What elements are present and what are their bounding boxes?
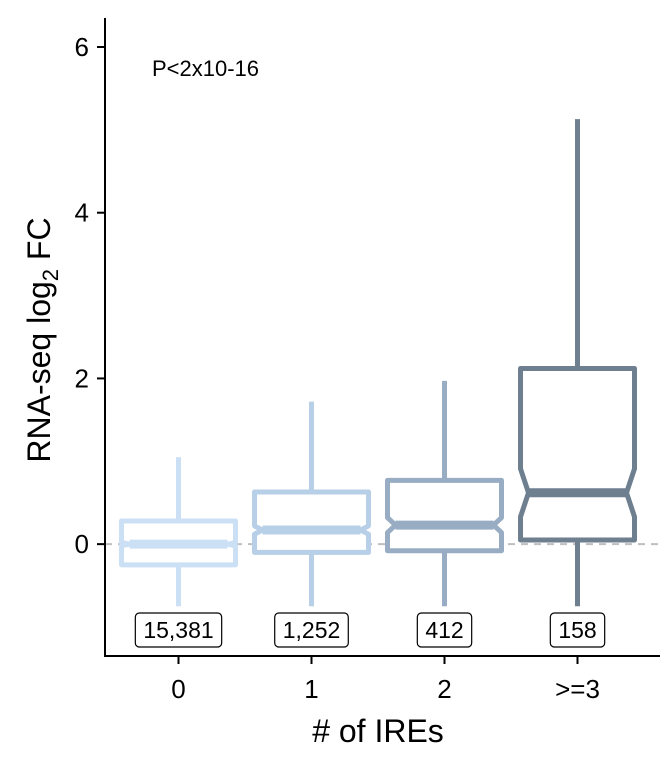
x-axis-ticks: 0 1 2 >=3 bbox=[171, 656, 600, 704]
count-label-box bbox=[549, 612, 606, 648]
box-2: 412 bbox=[385, 380, 504, 648]
x-tick-label: >=3 bbox=[555, 674, 600, 704]
y-tick-label: 2 bbox=[75, 363, 89, 393]
y-axis-title-subscript: 2 bbox=[38, 269, 63, 281]
notched-box bbox=[385, 477, 504, 554]
count-label: 15,381 bbox=[143, 617, 213, 643]
y-tick-label: 6 bbox=[75, 32, 89, 62]
y-tick-label: 0 bbox=[75, 529, 89, 559]
box-ge3: 158 bbox=[518, 119, 637, 648]
x-tick-label: 0 bbox=[171, 674, 185, 704]
x-tick-label: 1 bbox=[304, 674, 318, 704]
notched-box bbox=[518, 365, 637, 543]
p-value-annotation: P<2x10-16 bbox=[152, 56, 259, 81]
y-axis-title: RNA-seq log2 FC bbox=[21, 217, 63, 462]
plot-area: 15,381 1,252 412 158 bbox=[105, 119, 660, 648]
box-0: 15,381 bbox=[119, 457, 238, 648]
count-label-box bbox=[416, 612, 473, 648]
notched-box bbox=[252, 489, 371, 555]
box-1: 1,252 bbox=[252, 401, 371, 648]
count-label-box bbox=[274, 612, 349, 648]
count-label: 158 bbox=[558, 617, 596, 643]
y-tick-label: 4 bbox=[75, 198, 89, 228]
count-label: 412 bbox=[425, 617, 463, 643]
count-label: 1,252 bbox=[283, 617, 341, 643]
x-tick-label: 2 bbox=[437, 674, 451, 704]
x-axis-title: # of IREs bbox=[312, 713, 444, 749]
count-label-box bbox=[134, 612, 223, 648]
y-axis-title-main: RNA-seq log bbox=[21, 281, 57, 462]
y-axis-ticks: 0 2 4 6 bbox=[75, 32, 105, 559]
y-axis-title-tail: FC bbox=[21, 217, 57, 269]
